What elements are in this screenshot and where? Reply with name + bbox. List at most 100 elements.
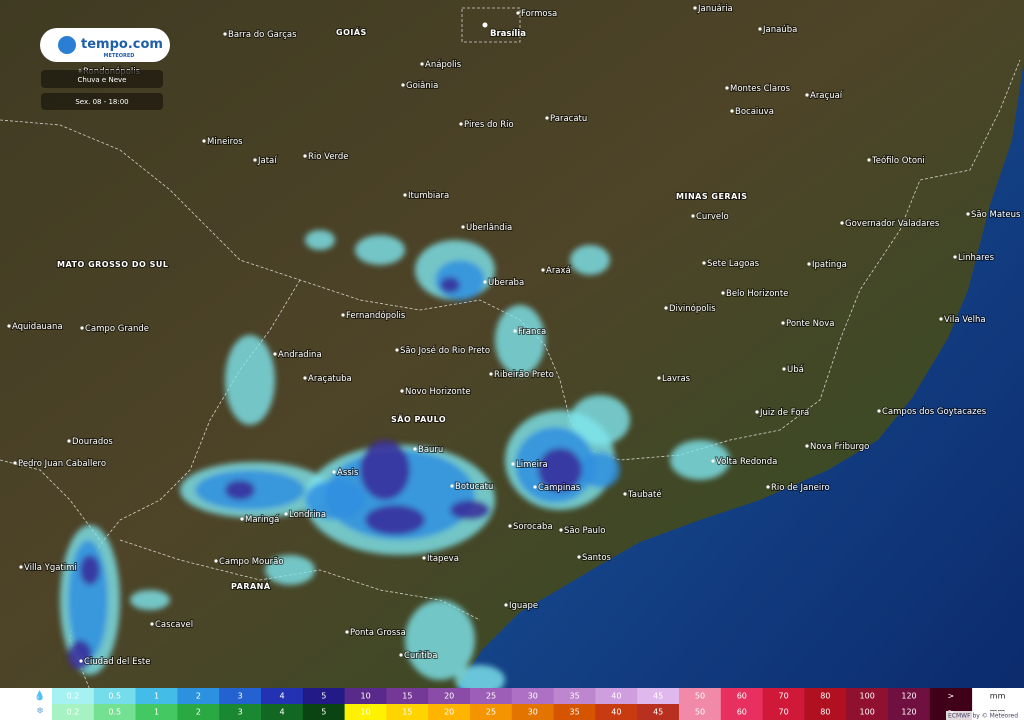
city-label: Santos [582, 553, 612, 563]
city-label: Campinas [538, 483, 581, 493]
city-label: Villa Ygatimi [24, 563, 77, 573]
city-label: Itumbiara [408, 191, 449, 201]
layer-name: Chuva e Neve [78, 76, 127, 84]
city-marker [711, 459, 715, 463]
city-marker [877, 409, 881, 413]
city-marker [150, 622, 154, 626]
city-label: Maringá [245, 515, 279, 525]
city-label: Limeira [516, 460, 548, 470]
city-marker [577, 555, 581, 559]
city-label: Sorocaba [513, 522, 553, 532]
city-label: Nova Friburgo [810, 442, 869, 452]
rain-area [365, 505, 425, 535]
city-label: Campo Mourão [219, 557, 284, 567]
snow-legend-swatch [177, 704, 220, 720]
rain-legend-value: 40 [611, 692, 621, 701]
city-marker [691, 214, 695, 218]
city-marker [840, 221, 844, 225]
city-label: Uberaba [488, 278, 524, 288]
rain-legend-swatch [344, 688, 387, 704]
rain-legend-value: > [947, 692, 954, 701]
rain-legend-swatch [428, 688, 471, 704]
city-marker [345, 630, 349, 634]
region-label: SÃO PAULO [391, 414, 446, 424]
city-marker [284, 512, 288, 516]
snow-legend-swatch [511, 704, 555, 720]
rain-legend-value: 30 [528, 692, 538, 701]
city-marker [303, 154, 307, 158]
city-marker [19, 565, 23, 569]
city-label: Formosa [521, 9, 557, 19]
city-label: Franca [518, 327, 546, 337]
snow-legend-value: 100 [860, 708, 875, 717]
snow-legend-swatch [595, 704, 638, 720]
city-marker [725, 86, 729, 90]
rain-legend-swatch [511, 688, 555, 704]
city-label: Linhares [958, 253, 995, 263]
city-label: Iguape [509, 601, 538, 611]
city-label: Araxá [546, 266, 571, 276]
snow-legend-value: 45 [653, 708, 663, 717]
rain-legend-swatch [888, 688, 931, 704]
city-label: São Paulo [564, 526, 605, 536]
snow-legend-swatch [679, 704, 722, 720]
city-marker [721, 291, 725, 295]
rain-legend-value: 10 [361, 692, 371, 701]
city-label: Dourados [72, 437, 113, 447]
city-marker [461, 225, 465, 229]
snow-legend-value: 15 [402, 708, 412, 717]
city-marker [202, 139, 206, 143]
snow-legend-swatch [720, 704, 764, 720]
city-marker [939, 317, 943, 321]
rain-area [440, 277, 460, 293]
snow-legend-swatch [386, 704, 429, 720]
layer-pill[interactable] [41, 70, 163, 88]
snow-legend-value: 5 [321, 708, 326, 717]
city-marker [7, 324, 11, 328]
city-marker [805, 444, 809, 448]
rain-area [495, 305, 545, 375]
rain-legend-value: 100 [860, 692, 875, 701]
city-label: São Mateus [971, 210, 1021, 220]
rain-legend-swatch [261, 688, 304, 704]
snow-legend-value: 25 [486, 708, 496, 717]
city-label: Ciudad del Este [84, 657, 150, 667]
city-marker [805, 93, 809, 97]
city-label: Jataí [257, 156, 277, 166]
snow-legend-value: 0.5 [108, 708, 121, 717]
city-marker [782, 367, 786, 371]
city-label: Juiz de Fora [759, 408, 809, 418]
rain-area [405, 600, 475, 680]
city-label: Teófilo Otoni [871, 155, 925, 166]
city-label: Itapeva [427, 554, 459, 564]
city-label: São José do Rio Preto [400, 345, 490, 356]
city-marker [867, 158, 871, 162]
rain-area [580, 452, 620, 488]
attribution[interactable]: ECMWF by © Meteored [948, 713, 1018, 720]
snow-legend-value: 50 [695, 708, 705, 717]
rain-area [570, 245, 610, 275]
city-marker [403, 193, 407, 197]
city-marker [511, 462, 515, 466]
rain-area [538, 448, 582, 492]
city-label: Governador Valadares [845, 219, 940, 229]
rain-legend-swatch [470, 688, 513, 704]
city-marker [67, 439, 71, 443]
rain-legend-swatch [637, 688, 680, 704]
snow-legend-value: 40 [611, 708, 621, 717]
rain-area [360, 440, 410, 500]
snow-legend-value: 35 [570, 708, 580, 717]
city-label: Fernandópolis [346, 310, 406, 321]
rain-legend-value: 4 [279, 692, 284, 701]
rain-legend-swatch [135, 688, 178, 704]
rain-legend-value: 5 [321, 692, 326, 701]
snow-legend-value: 20 [444, 708, 454, 717]
city-marker [273, 352, 277, 356]
city-label: Pires do Rio [464, 120, 514, 130]
legend: 💧 ❄ 0.2 0.5 1 2 3 4 5 10 15 20 25 30 35 40 45 50 60 70 80 1… [0, 688, 1024, 720]
time-pill[interactable] [41, 93, 163, 110]
rain-area [670, 440, 730, 480]
rain-legend-swatch [846, 688, 889, 704]
place-labels: GOIÁS MINAS GERAIS MATO GROSSO DO SUL SÃO P… [7, 3, 1022, 720]
city-label: Paracatu [550, 114, 587, 124]
